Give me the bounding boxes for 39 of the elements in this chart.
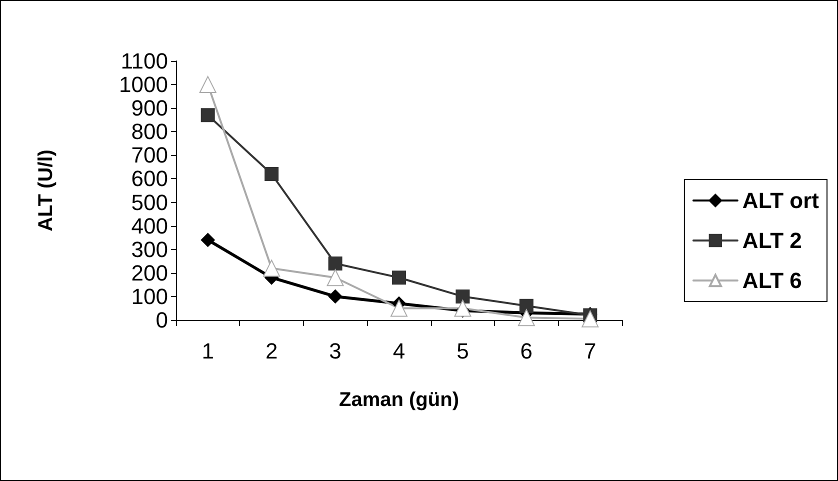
point xyxy=(199,76,216,94)
point xyxy=(200,232,215,247)
x-tick-label: 4 xyxy=(392,338,406,364)
point xyxy=(390,300,408,317)
legend-label: ALT 2 xyxy=(742,228,802,253)
y-tick-label: 200 xyxy=(131,260,168,286)
point xyxy=(456,289,470,304)
x-tick-label: 7 xyxy=(584,338,596,364)
point xyxy=(519,298,534,313)
point xyxy=(200,108,215,122)
x-tick-label: 6 xyxy=(520,338,533,364)
y-tick-label: 400 xyxy=(131,213,168,238)
y-tick-label: 700 xyxy=(131,142,168,168)
y-tick-label: 0 xyxy=(156,308,168,332)
y-tick-label: 300 xyxy=(131,236,168,262)
y-tick-label: 1100 xyxy=(120,48,168,74)
legend-label: ALT 6 xyxy=(742,268,802,293)
y-tick-label: 500 xyxy=(131,190,168,215)
point xyxy=(263,260,280,277)
point xyxy=(518,309,535,326)
point xyxy=(392,270,406,285)
point xyxy=(326,269,344,286)
y-tick-label: 900 xyxy=(131,96,168,121)
point xyxy=(328,256,342,270)
point xyxy=(264,167,279,182)
x-tick-label: 5 xyxy=(456,338,469,364)
point xyxy=(454,300,472,317)
point xyxy=(582,310,599,328)
y-tick-label: 600 xyxy=(131,166,168,192)
y-tick-label: 800 xyxy=(131,119,168,144)
y-axis-title: ALT (U/l) xyxy=(35,150,57,232)
y-tick-label: 1000 xyxy=(119,72,168,98)
y-tick-label: 100 xyxy=(131,284,168,309)
x-axis-title: Zaman (gün) xyxy=(339,389,459,411)
legend-label: ALT ort xyxy=(742,188,820,213)
point xyxy=(328,289,342,304)
x-tick-label: 3 xyxy=(329,338,342,364)
x-tick-label: 1 xyxy=(202,338,214,364)
x-tick-label: 2 xyxy=(265,338,278,364)
